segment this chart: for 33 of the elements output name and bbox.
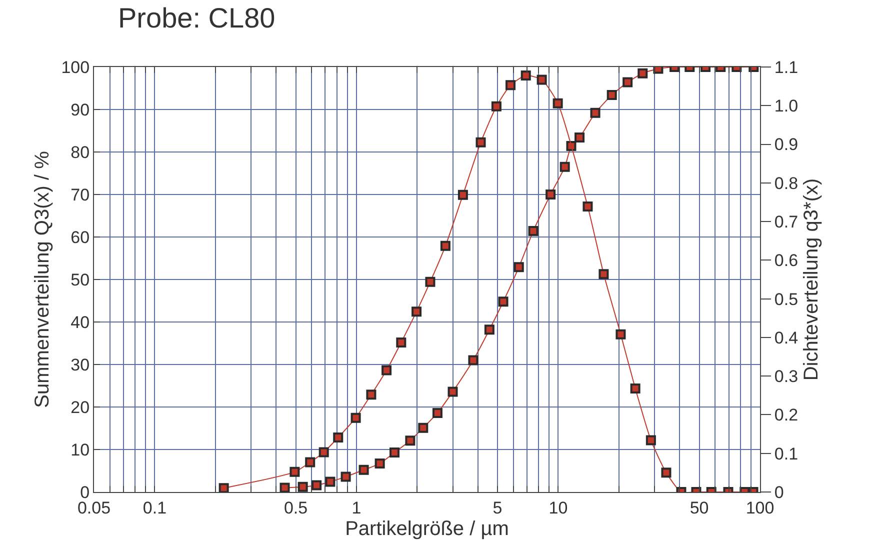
y2-axis-title: Dichteverteilung q3*(x) [800,178,823,381]
y2-tick-label: 0.1 [774,444,798,464]
y-tick-label: 90 [70,100,90,120]
y-axis-title: Summenverteilung Q3(x) / % [32,150,54,408]
y2-tick-label: 0.5 [774,290,798,309]
x-tick-label: 0.5 [284,498,308,518]
x-axis-title: Partikelgröße / µm [345,518,509,540]
y2-tick-label: 1.0 [774,96,798,116]
y-tick-label: 40 [70,312,90,332]
y-tick-label: 70 [70,185,90,204]
y2-tick-label: 0.6 [774,251,798,270]
y-tick-label: 10 [70,440,90,460]
x-tick-label: 5 [492,498,502,518]
y-tick-label: 60 [70,228,90,247]
y2-tick-label: 1.1 [774,58,798,77]
y2-tick-label: 0.3 [774,367,798,386]
y2-tick-label: 0.9 [774,135,798,154]
x-tick-label: 0.1 [142,498,167,518]
x-tick-label: 100 [746,498,774,518]
y2-tick-label: 0.4 [774,328,798,348]
x-tick-label: 50 [690,498,709,518]
chart-title: Probe: CL80 [118,2,276,34]
y2-tick-label: 0 [774,482,784,502]
y-tick-label: 100 [61,58,90,77]
y-tick-label: 50 [70,270,90,290]
x-tick-label: 1 [352,498,362,518]
x-tick-label: 10 [548,498,568,518]
y-tick-label: 30 [70,355,90,374]
y2-tick-label: 0.8 [774,174,798,193]
y2-tick-label: 0.7 [774,212,798,232]
y-tick-label: 80 [70,142,90,162]
y-tick-label: 20 [70,398,90,417]
y2-tick-label: 0.2 [774,406,798,425]
